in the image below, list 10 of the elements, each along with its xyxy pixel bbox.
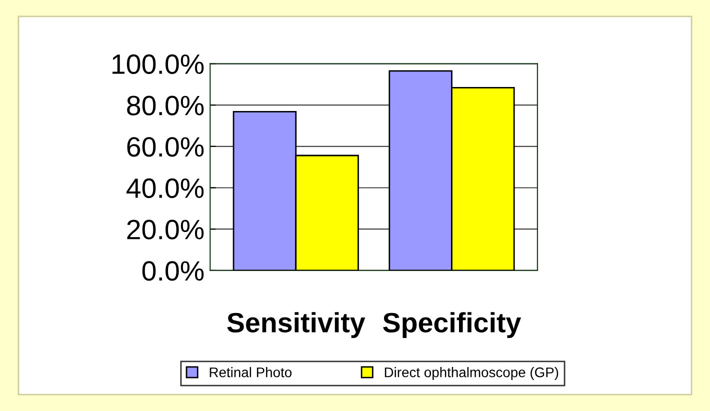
y-tick-label: 40.0% (126, 178, 204, 198)
y-tick-label: 60.0% (127, 137, 204, 157)
y-tick-label: 20.0% (127, 220, 204, 240)
x-tick-label: Specificity (383, 312, 522, 338)
y-tick-label: 100.0% (112, 54, 204, 74)
y-tick-label: 80.0% (127, 96, 204, 116)
legend-label: Retinal Photo (210, 367, 292, 378)
legend-label: Direct ophthalmoscope (GP) (384, 367, 558, 380)
x-tick-label: Sensitivity (227, 312, 366, 338)
y-tick-label: 0.0% (142, 261, 204, 281)
